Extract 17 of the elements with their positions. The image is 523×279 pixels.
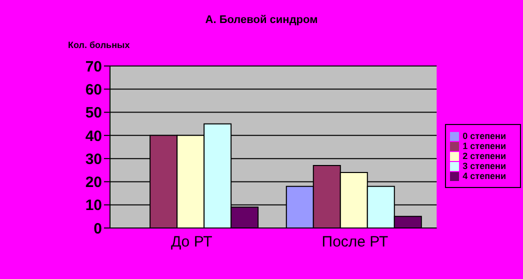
x-tick-label: После РТ <box>322 234 388 251</box>
y-tick-label: 70 <box>85 58 102 76</box>
legend-label: 3 степени <box>462 161 506 172</box>
legend-label: 2 степени <box>462 150 506 161</box>
y-tick-label: 30 <box>85 150 102 168</box>
y-tick-label: 40 <box>85 128 102 145</box>
y-tick-label: 20 <box>85 174 102 192</box>
y-axis-title: Кол. больных <box>68 40 130 50</box>
legend-label: 0 степени <box>462 130 506 141</box>
x-tick-label: До РТ <box>170 234 212 251</box>
chart-title: А. Болевой синдром <box>204 14 319 26</box>
y-tick-label: 50 <box>85 104 102 122</box>
y-tick-label: 60 <box>85 81 102 98</box>
legend-label: 1 степени <box>462 140 506 151</box>
y-tick-label: 10 <box>85 197 102 214</box>
y-tick-label: 0 <box>94 220 102 238</box>
legend-label: 4 степени <box>462 171 506 182</box>
